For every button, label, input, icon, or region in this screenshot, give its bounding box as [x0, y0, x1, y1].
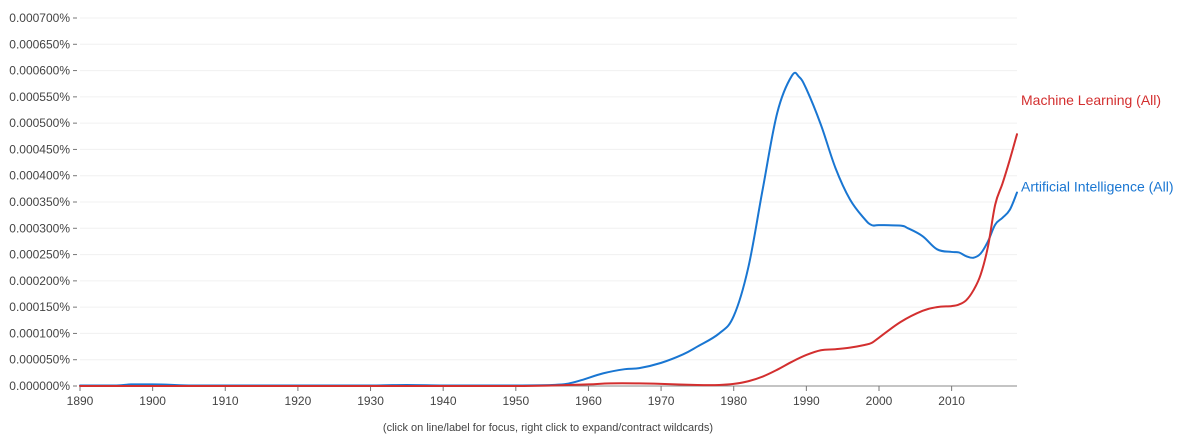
x-tick-label: 1970 — [648, 394, 675, 408]
series-line-machine-learning-all[interactable] — [79, 133, 1018, 388]
x-tick-label: 1990 — [793, 394, 820, 408]
y-tick-label: 0.000550% — [9, 90, 70, 104]
grid-lines — [80, 17, 1017, 361]
x-tick-label: 1930 — [357, 394, 384, 408]
series-label-artificial-intelligence-all[interactable]: Artificial Intelligence (All) — [1021, 179, 1174, 195]
y-tick-label: 0.000500% — [9, 116, 70, 130]
x-axis: 1890 1900 1910 1920 1930 1940 1950 1960 1970 1980… — [67, 385, 1017, 408]
x-tick-label: 2010 — [938, 394, 965, 408]
series-lines — [79, 71, 1018, 388]
footer-note: (click on line/label for focus, right cl… — [383, 422, 713, 434]
x-tick-label: 1980 — [720, 394, 747, 408]
y-tick-label: 0.000350% — [9, 195, 70, 209]
x-tick-label: 1910 — [212, 394, 239, 408]
y-tick-label: 0.000650% — [9, 37, 70, 51]
series-label-machine-learning-all[interactable]: Machine Learning (All) — [1021, 92, 1161, 108]
y-tick-label: 0.000450% — [9, 142, 70, 156]
y-tick-label: 0.000600% — [9, 64, 70, 78]
y-tick-label: 0.000100% — [9, 326, 70, 340]
y-tick-label: 0.000200% — [9, 274, 70, 288]
y-tick-label: 0.000000% — [9, 379, 70, 393]
series-labels: Artificial Intelligence (All) Machine Lea… — [1021, 92, 1174, 194]
y-tick-label: 0.000400% — [9, 169, 70, 183]
x-tick-label: 1890 — [67, 394, 94, 408]
x-tick-label: 1920 — [285, 394, 312, 408]
y-tick-label: 0.000150% — [9, 300, 70, 314]
y-tick-label: 0.000050% — [9, 353, 70, 367]
y-tick-label: 0.000250% — [9, 248, 70, 262]
x-tick-label: 1950 — [502, 394, 529, 408]
x-tick-label: 2000 — [866, 394, 893, 408]
y-tick-label: 0.000700% — [9, 11, 70, 25]
y-tick-label: 0.000300% — [9, 221, 70, 235]
x-tick-label: 1940 — [430, 394, 457, 408]
x-tick-label: 1900 — [139, 394, 166, 408]
x-tick-label: 1960 — [575, 394, 602, 408]
y-axis: 0.000000% 0.000050% 0.000100% 0.000150% 0.00… — [9, 11, 77, 393]
